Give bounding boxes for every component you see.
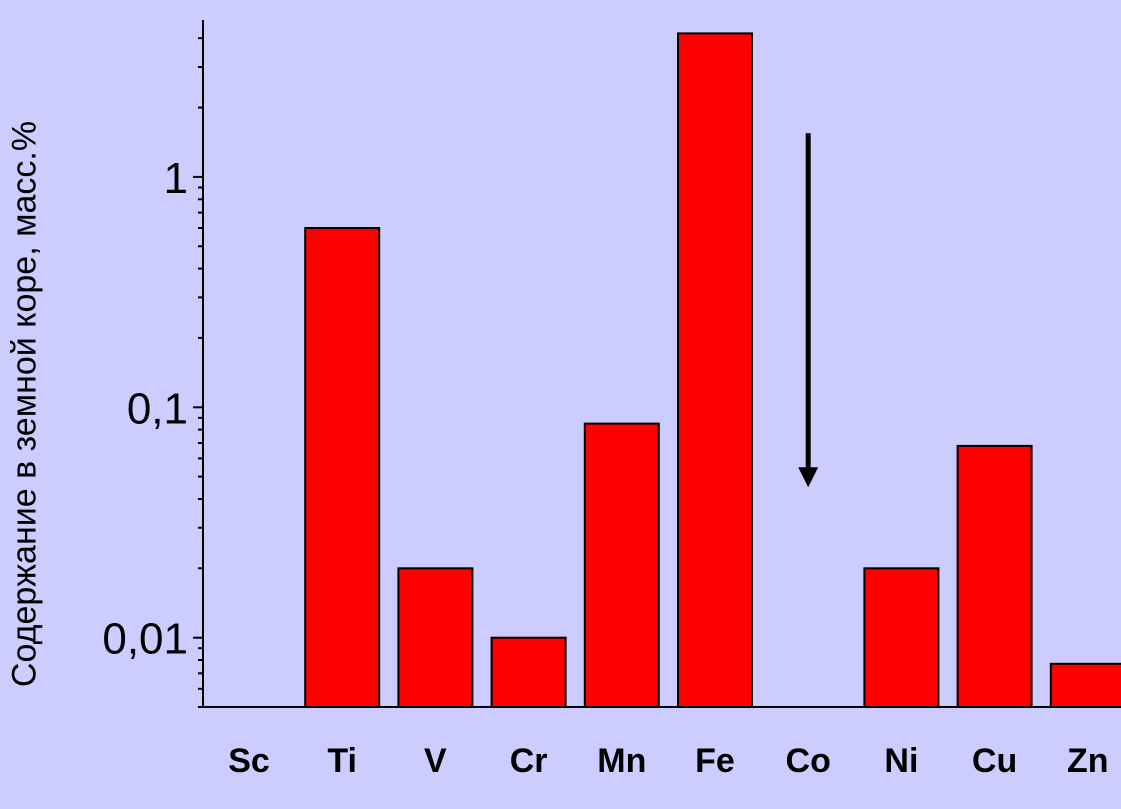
x-tick-label-fe: Fe bbox=[695, 742, 735, 780]
bar-zn bbox=[1051, 664, 1121, 707]
y-tick-label: 0,01 bbox=[102, 615, 188, 664]
x-tick-label-ni: Ni bbox=[884, 742, 918, 780]
y-tick-label: 0,1 bbox=[127, 384, 188, 433]
down-arrow-head bbox=[798, 467, 818, 487]
y-axis-label: Содержание в земной коре, масс.% bbox=[6, 121, 45, 687]
y-axis-label-container: Содержание в земной коре, масс.% bbox=[0, 0, 50, 809]
x-tick-label-zn: Zn bbox=[1067, 742, 1109, 780]
x-tick-label-co: Co bbox=[786, 742, 831, 780]
bar-fe bbox=[678, 33, 752, 707]
x-tick-label-cu: Cu bbox=[972, 742, 1017, 780]
x-tick-label-cr: Cr bbox=[510, 742, 548, 780]
bar-ni bbox=[864, 568, 938, 707]
y-tick-labels: 0,01 0,1 1 bbox=[102, 154, 188, 664]
x-tick-label-mn: Mn bbox=[597, 742, 646, 780]
bars-group bbox=[305, 33, 1121, 707]
bar-v bbox=[398, 568, 472, 707]
x-tick-label-v: V bbox=[424, 742, 447, 780]
annotations-group bbox=[798, 133, 818, 487]
bar-cu bbox=[958, 446, 1032, 707]
bar-ti bbox=[305, 228, 379, 707]
x-tick-label-ti: Ti bbox=[327, 742, 357, 780]
bar-cr bbox=[492, 638, 566, 707]
x-tick-labels: Sc Ti V Cr Mn Fe Co Ni Cu Zn bbox=[228, 742, 1108, 780]
bar-mn bbox=[585, 424, 659, 707]
y-tick-label: 1 bbox=[164, 154, 188, 203]
x-tick-label-sc: Sc bbox=[228, 742, 270, 780]
